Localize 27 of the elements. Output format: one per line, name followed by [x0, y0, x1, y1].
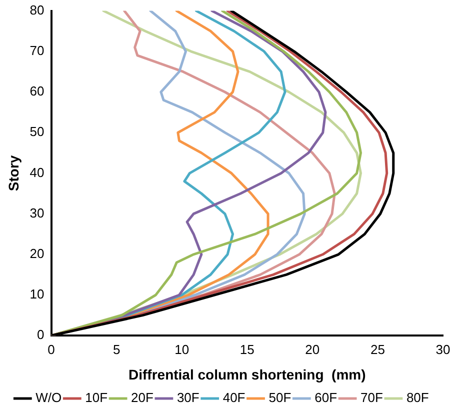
x-tick-label: 30 — [436, 342, 450, 357]
y-tick-label: 80 — [30, 2, 44, 18]
y-tick-label: 20 — [30, 246, 44, 261]
x-tick-label: 20 — [305, 342, 320, 357]
x-tick-label: 5 — [112, 342, 120, 357]
y-tick-label: 70 — [30, 42, 44, 58]
legend-label: 80F — [406, 390, 429, 406]
legend-label: 60F — [314, 390, 338, 406]
y-tick-label: 40 — [30, 164, 44, 180]
x-tick-label: 0 — [48, 342, 55, 357]
y-tick-label: 50 — [30, 124, 44, 140]
legend-label: 10F — [85, 390, 108, 406]
x-tick-label: 10 — [174, 342, 190, 357]
x-tick-label: 15 — [240, 342, 254, 357]
y-tick-label: 60 — [30, 84, 44, 99]
y-tick-label: 10 — [30, 286, 44, 302]
legend-label: W/O — [36, 390, 62, 406]
legend-label: 40F — [222, 390, 246, 406]
legend-label: 30F — [176, 390, 200, 406]
x-tick-label: 25 — [370, 342, 385, 357]
legend-label: 70F — [360, 390, 384, 406]
y-axis-title: Story — [5, 155, 22, 192]
y-tick-label: 0 — [37, 327, 44, 342]
x-axis-title: Diffrential column shortening (mm) — [128, 366, 366, 382]
y-tick-label: 30 — [30, 205, 44, 220]
legend-label: 50F — [268, 390, 292, 406]
legend-label: 20F — [131, 390, 154, 406]
